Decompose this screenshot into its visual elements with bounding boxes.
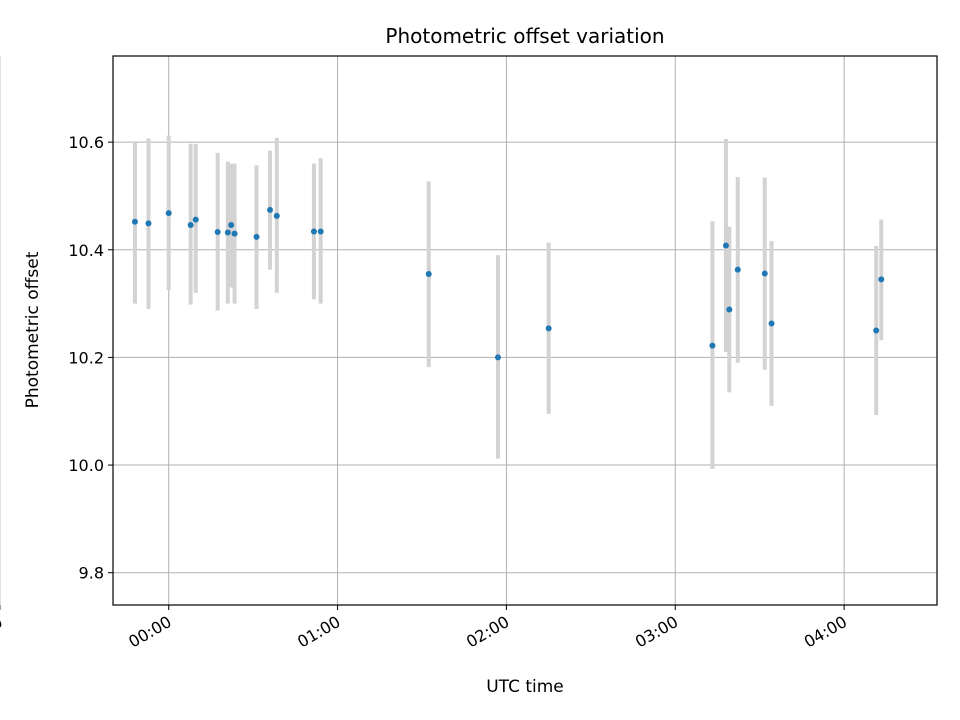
data-point — [310, 228, 317, 235]
data-point — [726, 306, 733, 313]
data-point — [214, 229, 221, 236]
data-point — [317, 228, 324, 235]
y-tick-label: 10.2 — [68, 348, 104, 367]
data-point — [187, 222, 194, 229]
data-point — [192, 216, 199, 223]
data-point — [494, 354, 501, 361]
plot-area — [113, 56, 937, 605]
grid — [0, 56, 937, 605]
data-point — [165, 210, 172, 217]
markers — [131, 206, 885, 361]
data-point — [253, 233, 260, 240]
data-point — [761, 270, 768, 277]
data-point — [425, 270, 432, 277]
y-tick-label: 10.0 — [68, 456, 104, 475]
data-point — [734, 266, 741, 273]
data-point — [145, 220, 152, 227]
data-point — [545, 325, 552, 332]
y-tick-label: 10.6 — [68, 133, 104, 152]
data-point — [873, 327, 880, 334]
data-point — [768, 320, 775, 327]
y-tick-label: 9.8 — [79, 564, 104, 583]
y-axis-label: Photometric offset — [23, 251, 43, 408]
data-point — [722, 242, 729, 249]
y-tick-label: 10.4 — [68, 241, 104, 260]
data-point — [131, 218, 138, 225]
y-axis: 9.8 10.0 10.2 10.4 10.6 — [68, 133, 113, 583]
data-point — [267, 206, 274, 213]
plot-frame — [112, 55, 938, 606]
x-axis-label: UTC time — [486, 677, 564, 697]
data-point — [231, 230, 238, 237]
data-point — [709, 342, 716, 349]
data-point — [273, 212, 280, 219]
data-point — [878, 276, 885, 283]
data-point — [228, 222, 235, 229]
data-point — [224, 229, 231, 236]
chart-title: Photometric offset variation — [385, 24, 664, 48]
